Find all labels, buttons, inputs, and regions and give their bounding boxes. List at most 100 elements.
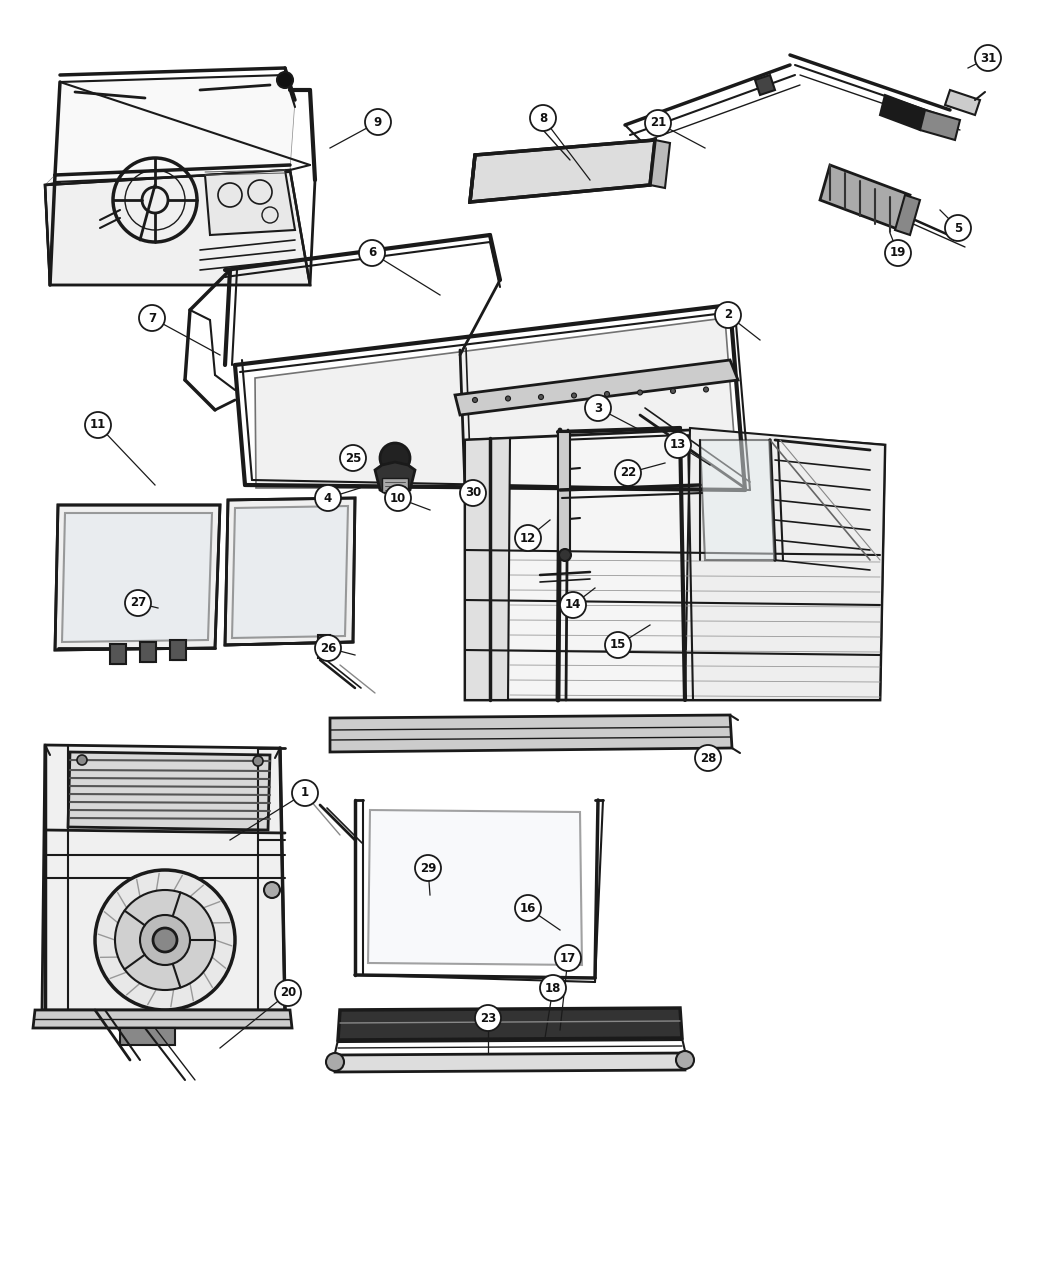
Circle shape bbox=[715, 302, 741, 328]
Polygon shape bbox=[382, 478, 408, 492]
Circle shape bbox=[665, 432, 691, 458]
Polygon shape bbox=[368, 810, 582, 965]
Polygon shape bbox=[330, 715, 732, 752]
Text: 3: 3 bbox=[594, 402, 602, 414]
Polygon shape bbox=[920, 110, 960, 140]
Text: 2: 2 bbox=[723, 309, 732, 321]
Text: 29: 29 bbox=[420, 862, 436, 875]
Circle shape bbox=[340, 445, 366, 470]
Circle shape bbox=[671, 389, 675, 394]
Text: 6: 6 bbox=[368, 246, 376, 260]
Circle shape bbox=[365, 108, 391, 135]
Circle shape bbox=[559, 550, 571, 561]
Text: 21: 21 bbox=[650, 116, 666, 130]
Polygon shape bbox=[558, 432, 570, 555]
Circle shape bbox=[326, 1053, 344, 1071]
Polygon shape bbox=[820, 164, 910, 230]
Polygon shape bbox=[375, 462, 415, 499]
Text: 17: 17 bbox=[560, 951, 576, 964]
Circle shape bbox=[945, 215, 971, 241]
Polygon shape bbox=[465, 430, 885, 700]
Polygon shape bbox=[33, 1010, 292, 1028]
Circle shape bbox=[637, 390, 643, 395]
Circle shape bbox=[415, 856, 441, 881]
Polygon shape bbox=[232, 506, 348, 638]
Polygon shape bbox=[120, 1028, 175, 1046]
Circle shape bbox=[460, 479, 486, 506]
Polygon shape bbox=[62, 513, 212, 643]
Circle shape bbox=[139, 305, 165, 332]
Circle shape bbox=[292, 780, 318, 806]
Circle shape bbox=[540, 975, 566, 1001]
Polygon shape bbox=[685, 428, 885, 700]
Polygon shape bbox=[45, 170, 310, 286]
Polygon shape bbox=[465, 439, 510, 700]
Text: 31: 31 bbox=[980, 51, 996, 65]
Circle shape bbox=[385, 484, 411, 511]
Polygon shape bbox=[45, 75, 295, 185]
Text: 13: 13 bbox=[670, 439, 686, 451]
Circle shape bbox=[94, 870, 235, 1010]
Text: 18: 18 bbox=[545, 982, 561, 994]
Polygon shape bbox=[68, 752, 270, 830]
Circle shape bbox=[539, 394, 544, 399]
Text: 4: 4 bbox=[323, 491, 332, 505]
Circle shape bbox=[605, 391, 609, 397]
Text: 11: 11 bbox=[90, 418, 106, 431]
Text: 5: 5 bbox=[953, 222, 962, 235]
Circle shape bbox=[85, 412, 111, 439]
Text: 25: 25 bbox=[344, 451, 361, 464]
Text: 23: 23 bbox=[480, 1011, 496, 1025]
Text: 20: 20 bbox=[280, 987, 296, 1000]
Polygon shape bbox=[42, 745, 285, 1010]
Polygon shape bbox=[170, 640, 186, 660]
Circle shape bbox=[277, 71, 293, 88]
Circle shape bbox=[975, 45, 1001, 71]
Polygon shape bbox=[55, 505, 220, 650]
Polygon shape bbox=[880, 96, 925, 130]
Circle shape bbox=[704, 388, 709, 391]
Polygon shape bbox=[755, 75, 775, 96]
Polygon shape bbox=[335, 1053, 685, 1072]
Circle shape bbox=[472, 398, 478, 403]
Circle shape bbox=[315, 484, 341, 511]
Circle shape bbox=[380, 442, 410, 473]
Text: 22: 22 bbox=[620, 467, 636, 479]
Polygon shape bbox=[700, 440, 775, 560]
Circle shape bbox=[695, 745, 721, 771]
Circle shape bbox=[315, 635, 341, 660]
Circle shape bbox=[116, 890, 215, 989]
Polygon shape bbox=[318, 635, 330, 658]
Text: 30: 30 bbox=[465, 487, 481, 500]
Polygon shape bbox=[945, 91, 980, 115]
Text: 19: 19 bbox=[889, 246, 906, 260]
Circle shape bbox=[153, 928, 177, 952]
Text: 28: 28 bbox=[699, 751, 716, 765]
Text: 7: 7 bbox=[148, 311, 156, 325]
Text: 10: 10 bbox=[390, 491, 406, 505]
Circle shape bbox=[605, 632, 631, 658]
Circle shape bbox=[645, 110, 671, 136]
Polygon shape bbox=[110, 644, 126, 664]
Circle shape bbox=[125, 590, 151, 616]
Circle shape bbox=[555, 945, 581, 972]
Circle shape bbox=[505, 397, 510, 402]
Polygon shape bbox=[255, 317, 738, 488]
Text: 8: 8 bbox=[539, 111, 547, 125]
Text: 27: 27 bbox=[130, 597, 146, 609]
Circle shape bbox=[253, 756, 262, 766]
Circle shape bbox=[77, 755, 87, 765]
Circle shape bbox=[264, 882, 280, 898]
Polygon shape bbox=[455, 360, 738, 414]
Circle shape bbox=[140, 915, 190, 965]
Text: 26: 26 bbox=[320, 641, 336, 654]
Text: 16: 16 bbox=[520, 901, 537, 914]
Polygon shape bbox=[895, 195, 920, 235]
Polygon shape bbox=[650, 140, 670, 187]
Circle shape bbox=[676, 1051, 694, 1068]
Circle shape bbox=[530, 105, 556, 131]
Polygon shape bbox=[338, 1009, 682, 1040]
Circle shape bbox=[615, 460, 640, 486]
Text: 12: 12 bbox=[520, 532, 537, 544]
Circle shape bbox=[514, 525, 541, 551]
